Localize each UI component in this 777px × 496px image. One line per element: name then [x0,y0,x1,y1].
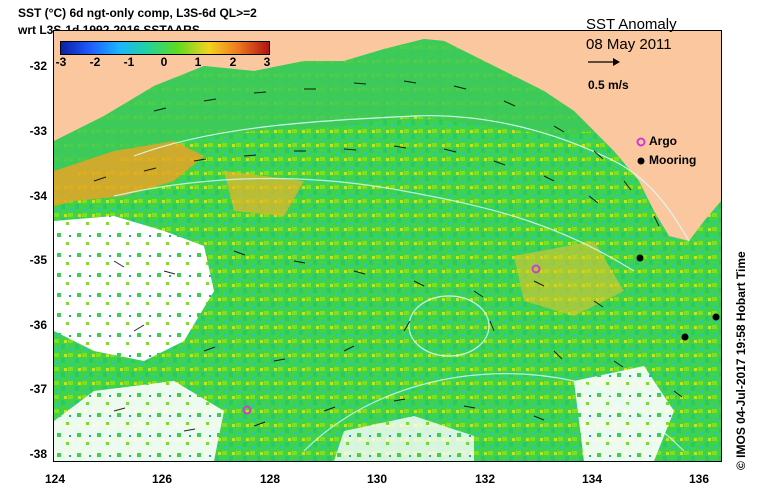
warm-anomaly-west [54,141,204,206]
cloud-gap-southwest [54,381,224,461]
cloud-gap-west [54,216,214,361]
latitude-tick: -36 [29,318,47,332]
latitude-tick: -37 [29,382,47,396]
colorbar-tick: 2 [229,55,237,69]
longitude-tick: 126 [151,472,173,486]
copyright-footer: © IMOS 04-Jul-2017 19:58 Hobart Time [734,251,748,470]
argo-legend-symbol [636,137,646,147]
longitude-tick: 134 [581,472,603,486]
map-annotation-title: SST Anomaly [586,16,677,33]
warm-anomaly-center [224,171,304,216]
latitude-tick: -33 [29,124,47,138]
mooring-marker [681,333,689,341]
legend-argo: Argo [649,134,677,148]
eddy-contour [408,295,490,357]
colorbar-tick: 0 [160,55,168,69]
latitude-tick: -34 [29,189,47,203]
longitude-tick: 124 [44,472,66,486]
argo-float-marker [242,405,252,415]
colorbar [60,41,270,55]
current-streamline-1 [133,115,690,242]
longitude-tick: 130 [366,472,388,486]
colorbar-tick: -3 [55,55,67,69]
coastal-band [54,39,594,181]
argo-float-marker [531,264,541,274]
warm-anomaly-east [514,241,624,316]
mooring-marker [712,313,720,321]
longitude-tick: 132 [474,472,496,486]
longitude-tick: 128 [259,472,281,486]
latitude-tick: -38 [29,447,47,461]
vector-scale-label: 0.5 m/s [588,78,629,92]
colorbar-tick: 1 [194,55,202,69]
latitude-tick: -32 [29,59,47,73]
mooring-marker [636,254,644,262]
mooring-legend-symbol [637,157,645,165]
colorbar-tick: -2 [89,55,101,69]
landmass-australia [54,31,721,241]
map-annotation-date: 08 May 2011 [586,36,672,53]
colorbar-tick: -1 [123,55,135,69]
current-vector-field [93,80,683,432]
latitude-tick: -35 [29,253,47,267]
map-canvas [54,31,721,461]
longitude-tick: 136 [688,472,710,486]
map-title-line1: SST (°C) 6d ngt-only comp, L3S-6d QL>=2 [18,6,257,20]
sst-anomaly-map [53,30,722,462]
cloud-gap-south [334,416,474,461]
current-streamline-2 [113,177,635,272]
legend-mooring: Mooring [649,153,697,167]
current-streamline-3 [303,373,685,452]
colorbar-tick: 3 [263,55,271,69]
vector-scale-arrowhead [613,58,620,66]
